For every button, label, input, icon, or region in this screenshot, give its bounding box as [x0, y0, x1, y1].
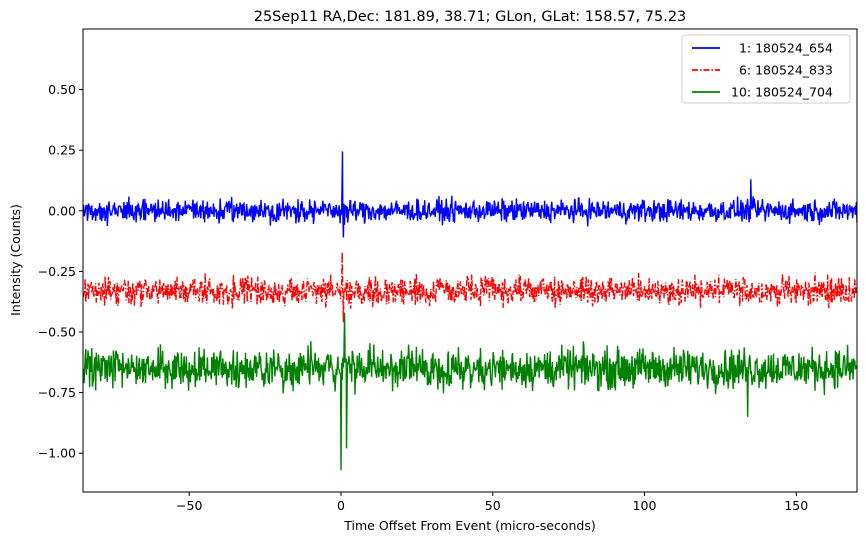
x-tick-label: 100 — [633, 498, 657, 513]
chart-title: 25Sep11 RA,Dec: 181.89, 38.71; GLon, GLa… — [254, 9, 687, 25]
y-tick-label: 0.50 — [48, 82, 76, 97]
y-tick-label: −1.00 — [38, 446, 76, 461]
legend: 1: 180524_654 6: 180524_833 10: 180524_70… — [681, 34, 851, 104]
x-tick-label: −50 — [176, 498, 202, 513]
legend-box — [681, 34, 851, 104]
y-tick-label: −0.75 — [38, 385, 76, 400]
y-tick-label: 0.25 — [48, 143, 76, 158]
x-axis: −50 0 50 100 150 — [176, 492, 808, 513]
y-axis-label: Intensity (Counts) — [8, 204, 23, 316]
series-line-3 — [83, 312, 857, 471]
y-axis: 0.50 0.25 0.00 −0.25 −0.50 −0.75 −1.00 — [38, 82, 83, 461]
legend-label-2: 6: 180524_833 — [731, 63, 833, 78]
plot-frame — [82, 28, 858, 493]
x-tick-label: 150 — [784, 498, 808, 513]
legend-label-3: 10: 180524_704 — [731, 85, 833, 100]
legend-label-1: 1: 180524_654 — [731, 41, 833, 56]
series-line-1 — [83, 151, 857, 238]
series-layer — [83, 151, 857, 471]
y-tick-label: 0.00 — [48, 203, 76, 218]
y-tick-label: −0.25 — [38, 264, 76, 279]
y-tick-label: −0.50 — [38, 325, 76, 340]
x-tick-label: 0 — [337, 498, 345, 513]
x-axis-label: Time Offset From Event (micro-seconds) — [343, 518, 595, 533]
x-tick-label: 50 — [485, 498, 501, 513]
series-line-2 — [83, 251, 857, 323]
